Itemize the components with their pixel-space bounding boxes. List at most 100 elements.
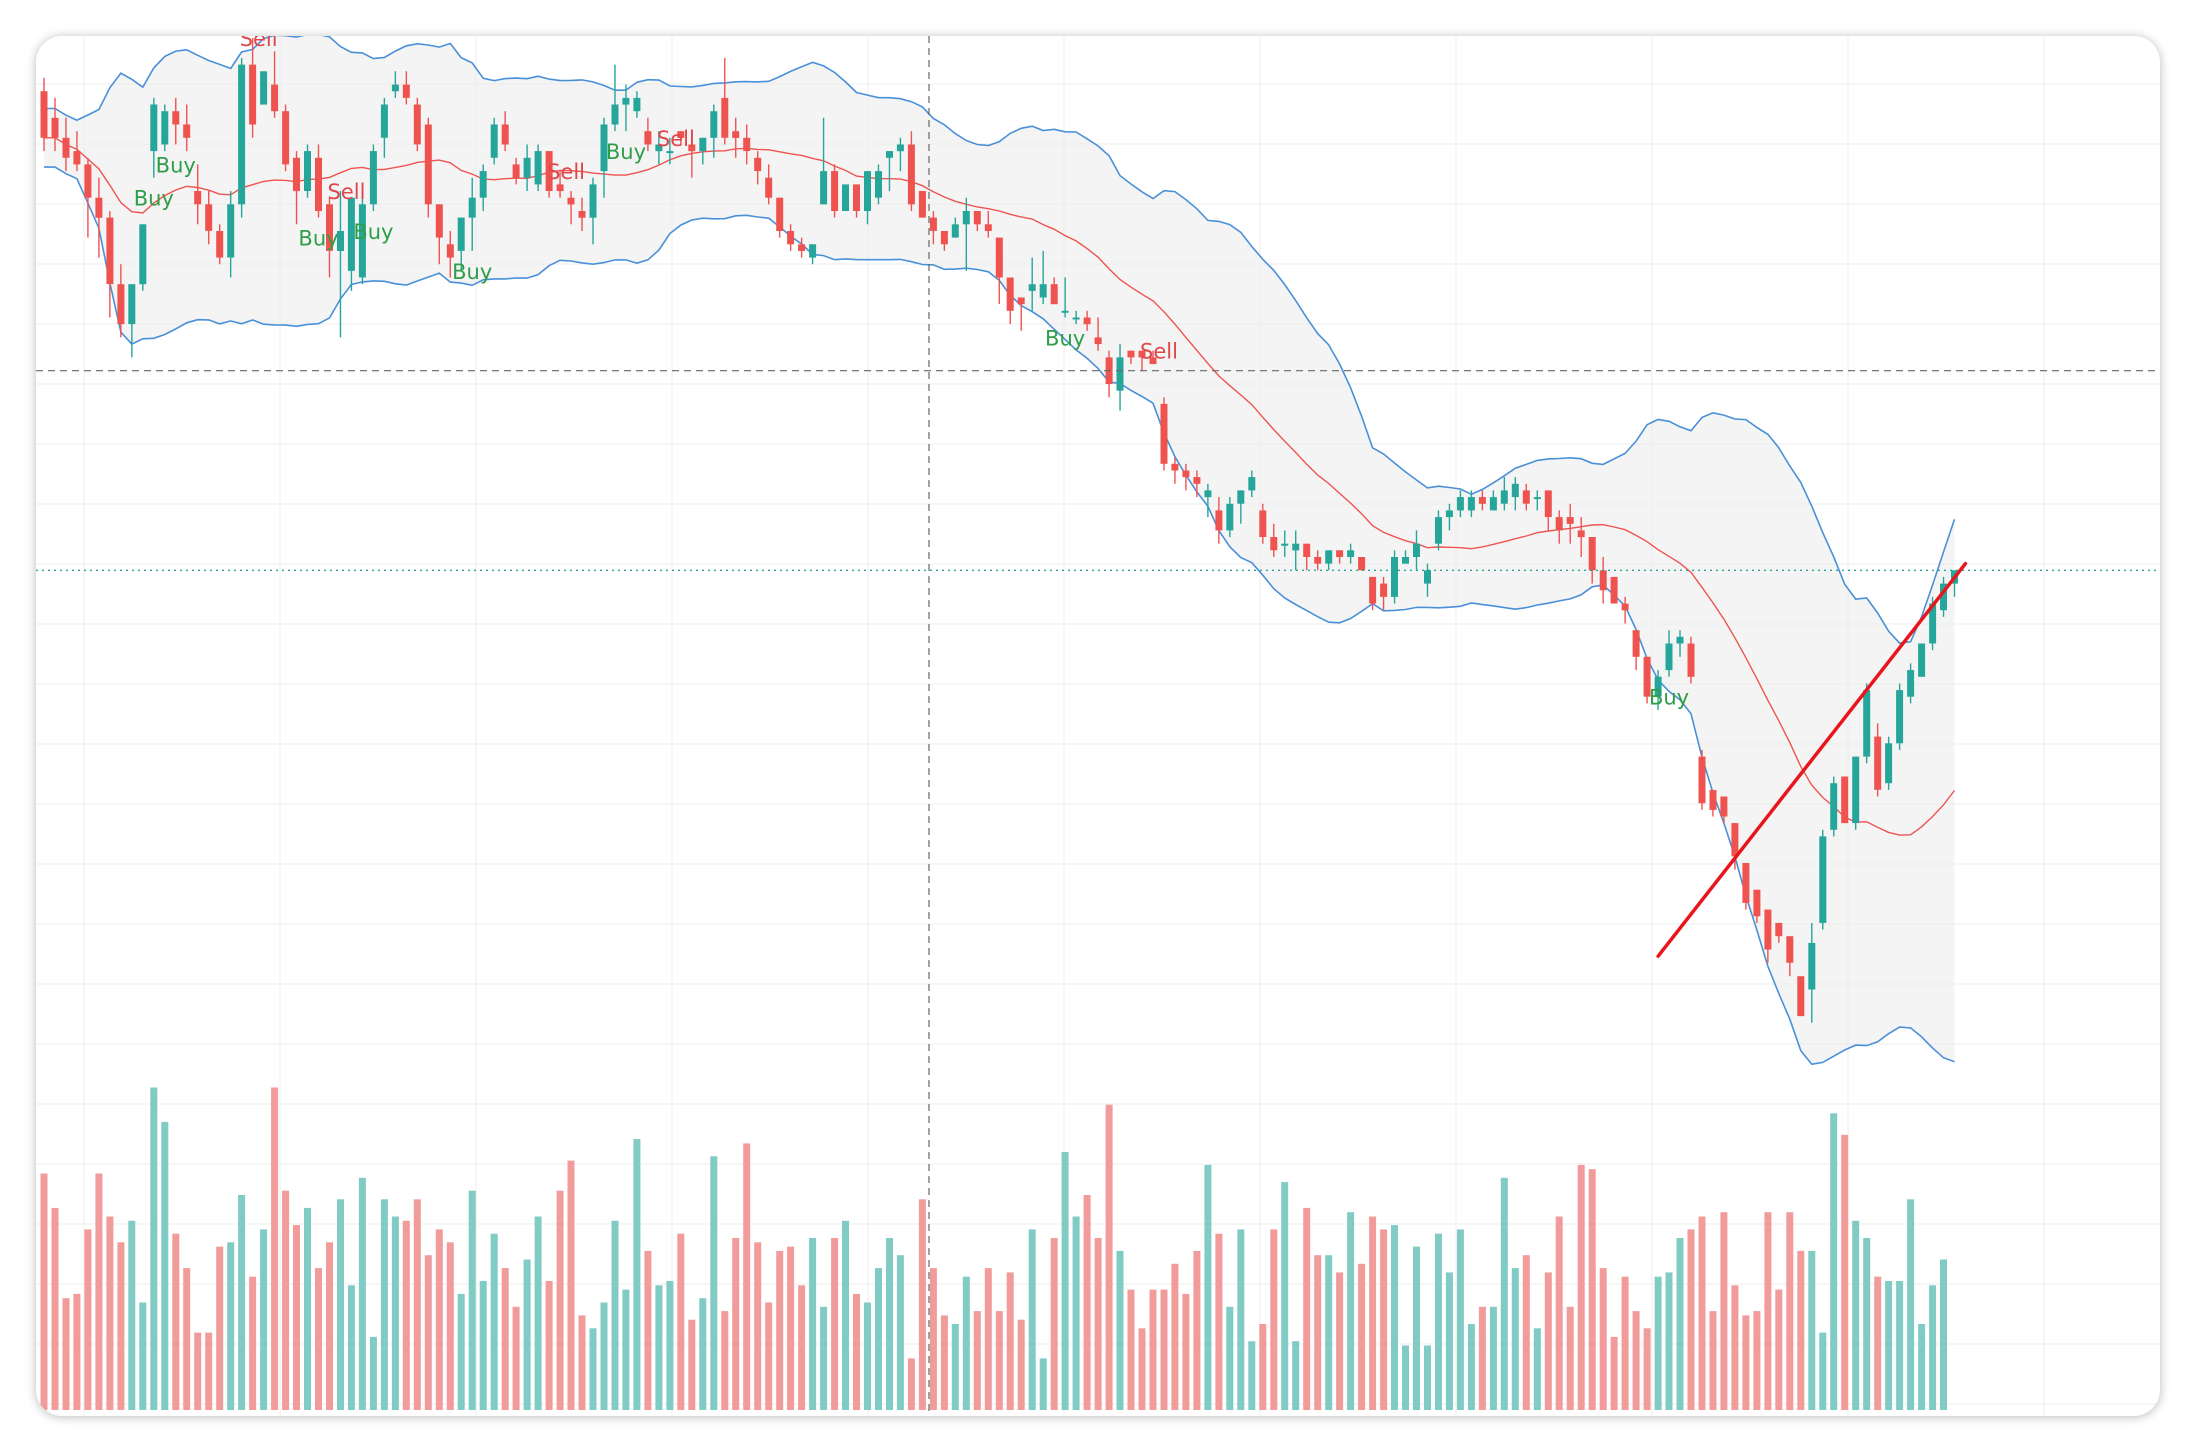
- volume-bar: [1160, 1289, 1168, 1410]
- volume-bar: [238, 1195, 246, 1410]
- candle: [940, 231, 948, 251]
- candle-body: [1709, 789, 1717, 810]
- candle: [260, 71, 268, 105]
- candle: [1347, 543, 1355, 564]
- candle: [1797, 976, 1805, 1017]
- volume-bar: [1610, 1336, 1618, 1410]
- candle: [1621, 596, 1629, 624]
- candle: [73, 131, 81, 172]
- candle-body: [1566, 517, 1574, 524]
- candle-body: [1061, 310, 1069, 313]
- volume-bar: [732, 1238, 740, 1410]
- candle-body: [611, 104, 619, 125]
- volume-bar: [479, 1281, 487, 1410]
- volume-bar: [358, 1177, 366, 1410]
- candle: [611, 64, 619, 132]
- candle-body: [194, 191, 202, 205]
- candle: [1226, 497, 1234, 537]
- candle-body: [1039, 284, 1047, 298]
- sell-signal-label: Sell: [657, 127, 695, 151]
- volume-bar: [150, 1087, 158, 1410]
- volume-bar: [304, 1207, 311, 1410]
- candle: [1292, 530, 1300, 571]
- candle-body: [798, 244, 806, 251]
- candle-body: [831, 171, 839, 211]
- volume-bar: [1676, 1238, 1684, 1410]
- volume-bar: [1533, 1328, 1541, 1410]
- candle-body: [787, 231, 795, 245]
- candle: [1050, 277, 1058, 305]
- volume-bar: [183, 1268, 191, 1410]
- trend-line: [1656, 561, 1968, 958]
- volume-bar: [984, 1268, 992, 1410]
- volume-bar: [1028, 1229, 1036, 1410]
- candle: [1698, 749, 1706, 810]
- volume-bar: [282, 1190, 290, 1410]
- candle-body: [1072, 317, 1080, 320]
- candle: [677, 131, 685, 145]
- candle: [1380, 576, 1388, 611]
- candle-body: [1292, 543, 1300, 551]
- candle-body: [1786, 936, 1794, 963]
- candle-body: [1643, 656, 1651, 697]
- candle: [754, 151, 762, 185]
- candle: [688, 131, 696, 178]
- volume-bar: [1709, 1311, 1717, 1410]
- volume-bar: [435, 1229, 443, 1410]
- candle-body: [1885, 743, 1893, 784]
- volume-bar: [1929, 1285, 1937, 1410]
- candle-body: [1127, 350, 1135, 358]
- candle-body: [1599, 570, 1607, 591]
- candle-body: [995, 237, 1003, 278]
- volume-bar: [337, 1199, 344, 1410]
- candle: [435, 204, 443, 265]
- volume-bar: [172, 1233, 180, 1410]
- volume-bars: [40, 1087, 1947, 1410]
- volume-bar: [512, 1306, 520, 1410]
- candle: [1643, 656, 1651, 704]
- candle: [106, 211, 114, 318]
- candle: [249, 38, 257, 138]
- volume-bar: [820, 1306, 828, 1410]
- candle: [1204, 483, 1212, 518]
- volume-bar: [315, 1268, 322, 1410]
- volume-bar: [666, 1281, 674, 1410]
- volume-bar: [369, 1336, 377, 1410]
- volume-bar: [1445, 1272, 1453, 1410]
- candle-body: [699, 137, 707, 152]
- candle-body: [600, 124, 608, 172]
- candle: [315, 144, 322, 218]
- candle: [633, 91, 641, 118]
- candle: [1500, 477, 1508, 511]
- upper-band-line: [44, 36, 1956, 644]
- candle: [1819, 829, 1827, 930]
- candle-body: [1006, 277, 1014, 311]
- volume-bar: [1621, 1276, 1629, 1410]
- candle-body: [161, 111, 169, 145]
- candle-body: [1621, 603, 1629, 611]
- candle: [1896, 683, 1904, 750]
- volume-bar: [1632, 1311, 1640, 1410]
- volume-bar: [1753, 1311, 1761, 1410]
- volume-bar: [611, 1220, 619, 1410]
- volume-bar: [918, 1199, 926, 1410]
- candle: [655, 131, 663, 165]
- candlestick-chart[interactable]: Buy Buy Buy Buy Buy Buy Buy Buy Sell Sell Sell Sell…: [36, 36, 2160, 1416]
- candle-body: [402, 84, 410, 98]
- buy-signal-label: Buy: [134, 187, 174, 211]
- volume-bar: [1182, 1293, 1190, 1410]
- candle: [1061, 277, 1069, 318]
- candle-body: [347, 197, 355, 271]
- candle-body: [864, 171, 871, 211]
- candle: [1830, 776, 1838, 837]
- volume-bar: [1061, 1152, 1069, 1410]
- candle-body: [1731, 823, 1739, 857]
- candle: [1566, 503, 1574, 544]
- candle: [1544, 490, 1552, 531]
- candle-body: [918, 191, 926, 218]
- candle: [1369, 576, 1377, 611]
- volume-bar: [710, 1156, 718, 1410]
- volume-bar: [1775, 1289, 1783, 1410]
- candle: [1083, 310, 1091, 331]
- candle: [293, 151, 300, 225]
